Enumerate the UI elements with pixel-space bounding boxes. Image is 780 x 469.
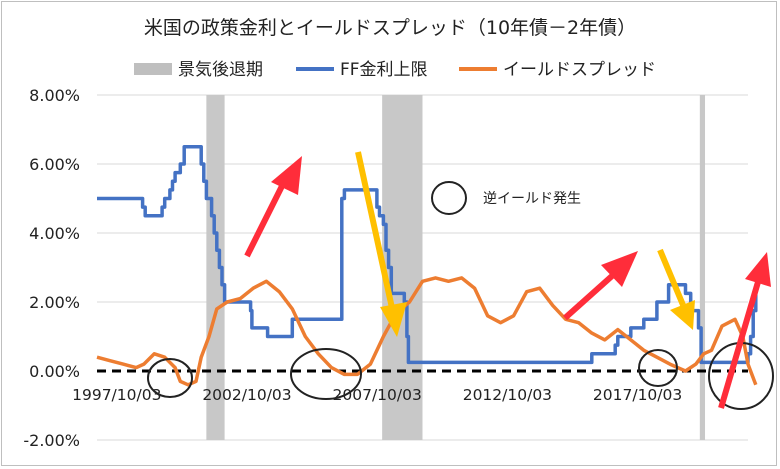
y-tick-label-2: 2.00% xyxy=(29,293,80,312)
red-arrow-up-2016 xyxy=(563,251,638,321)
yellow-arrow-down-2008 xyxy=(355,151,407,337)
recession-band-2 xyxy=(699,95,706,440)
recession-bands xyxy=(206,95,706,440)
y-tick-label-1: 0.00% xyxy=(29,362,80,381)
x-tick-label-2: 2007/10/03 xyxy=(333,386,422,404)
x-tick-label-4: 2017/10/03 xyxy=(593,386,682,404)
annotation-overlays: 逆イールド発生 xyxy=(147,151,774,410)
x-tick-label-3: 2012/10/03 xyxy=(463,386,552,404)
yellow-arrow-down-2019 xyxy=(657,248,695,330)
annotation-legend-text: 逆イールド発生 xyxy=(483,191,581,207)
chart-title: 米国の政策金利とイールドスプレッド（10年債－2年債） xyxy=(144,17,636,39)
recession-band-0 xyxy=(206,95,225,440)
series-line-0 xyxy=(97,145,758,365)
y-tick-label-4: 6.00% xyxy=(29,155,80,174)
annotation-legend-circle xyxy=(431,181,467,215)
inversion-circle-2000 xyxy=(147,358,193,398)
x-tick-label-1: 2002/10/03 xyxy=(202,386,291,404)
legend: 景気後退期 FF金利上限 イールドスプレッド xyxy=(134,60,656,80)
inversion-circle-2006 xyxy=(290,348,362,400)
y-tick-label-3: 4.00% xyxy=(29,224,80,243)
x-axis-ticks: 1997/10/03 2002/10/03 2007/10/03 2012/10/03… xyxy=(72,386,682,404)
inversion-circle-2019 xyxy=(638,349,678,387)
y-tick-label-5: 8.00% xyxy=(29,86,80,105)
series-line-1 xyxy=(96,276,758,387)
y-tick-label-0: -2.00% xyxy=(23,431,80,450)
legend-swatch-recession xyxy=(134,63,172,75)
legend-label-yield-spread: イールドスプレッド xyxy=(503,60,656,80)
red-arrow-up-2004 xyxy=(244,156,302,258)
red-arrow-up-2022 xyxy=(718,252,771,409)
x-tick-label-0: 1997/10/03 xyxy=(72,386,161,404)
legend-label-recession: 景気後退期 xyxy=(178,60,263,80)
y-axis-ticks: -2.00% 0.00% 2.00% 4.00% 6.00% 8.00% xyxy=(23,86,80,450)
inversion-circle-2022 xyxy=(708,342,774,410)
legend-label-ff-rate: FF金利上限 xyxy=(340,60,428,80)
